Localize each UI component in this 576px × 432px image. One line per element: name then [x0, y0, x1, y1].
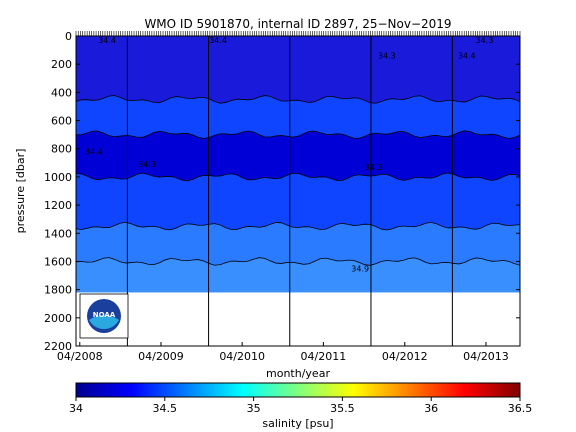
y-tick-label: 1600: [44, 255, 72, 268]
contour-line: [76, 257, 520, 266]
colorbar: [75, 382, 521, 398]
y-tick-label: 1800: [44, 284, 72, 297]
noaa-logo: NOAA: [79, 293, 129, 339]
y-tick-label: 800: [51, 143, 72, 156]
salinity-layer: [76, 95, 520, 139]
y-tick-label: 0: [65, 30, 72, 43]
x-tick-label: 04/2008: [57, 350, 103, 363]
colorbar-tick-label: 35: [247, 402, 261, 415]
salinity-layer: [76, 130, 520, 181]
contour-label: 34.4: [98, 36, 116, 45]
colorbar-label: salinity [psu]: [262, 417, 333, 430]
x-tick-label: 04/2012: [382, 350, 428, 363]
colorbar-tick-label: 36: [424, 402, 438, 415]
contour-line: [76, 221, 520, 231]
y-tick-label: 2200: [44, 340, 72, 353]
contour-label: 34.4: [209, 36, 227, 45]
contour-lines: [76, 95, 520, 266]
colorbar-ticks: 34 34.5 35 35.5 36 36.5: [69, 397, 532, 415]
contour-label: 34.3: [378, 52, 396, 61]
salinity-layers: [76, 36, 520, 346]
y-tick-label: 1200: [44, 199, 72, 212]
vertical-marker-lines: [126, 36, 453, 346]
y-tick-label: 2000: [44, 312, 72, 325]
salinity-layer: [76, 172, 520, 230]
no-data-area: [76, 292, 520, 346]
contour-label: 34.4: [85, 147, 103, 156]
contour-line: [76, 95, 520, 104]
y-tick-label: 600: [51, 115, 72, 128]
salinity-layer: [76, 36, 520, 104]
y-tick-label: 200: [51, 58, 72, 71]
profile-tick-marks: [75, 31, 521, 36]
x-axis: 04/2008 04/2009 04/2010 04/2011 04/2012 04/20…: [57, 342, 509, 363]
x-axis-label: month/year: [266, 367, 330, 380]
x-tick-label: 04/2009: [138, 350, 184, 363]
colorbar-tick-label: 36.5: [508, 402, 533, 415]
contour-label: 34.3: [138, 160, 156, 169]
y-axis-label: pressure [dbar]: [14, 149, 27, 234]
contour-labels: 34.4 34.4 34.334.3 34.434.434.334.334.9: [85, 36, 494, 273]
x-tick-label: 04/2011: [301, 350, 347, 363]
salinity-layer: [76, 222, 520, 266]
colorbar-tick-label: 35.5: [330, 402, 355, 415]
contour-label: 34.4: [458, 52, 476, 61]
chart-title: WMO ID 5901870, internal ID 2897, 25−Nov…: [144, 17, 451, 31]
y-tick-label: 1000: [44, 171, 72, 184]
salinity-layer: [76, 257, 520, 293]
contour-label: 34.3: [365, 163, 383, 172]
x-tick-label: 04/2010: [219, 350, 265, 363]
contour-label: 34.3: [476, 36, 494, 45]
colorbar-tick-label: 34: [69, 402, 83, 415]
contour-line: [76, 172, 520, 182]
x-tick-label: 04/2013: [463, 350, 509, 363]
contour-line: [76, 130, 520, 139]
colorbar-tick-label: 34.5: [153, 402, 178, 415]
y-tick-label: 400: [51, 86, 72, 99]
plot-area: [76, 36, 520, 346]
y-tick-label: 1400: [44, 227, 72, 240]
y-axis: 0 200 400 600 800 1000 1200 1400 1600 1800 2000 220…: [44, 30, 520, 353]
contour-label: 34.9: [351, 264, 369, 273]
noaa-logo-text: NOAA: [93, 311, 116, 319]
plot-frame: [75, 35, 521, 347]
